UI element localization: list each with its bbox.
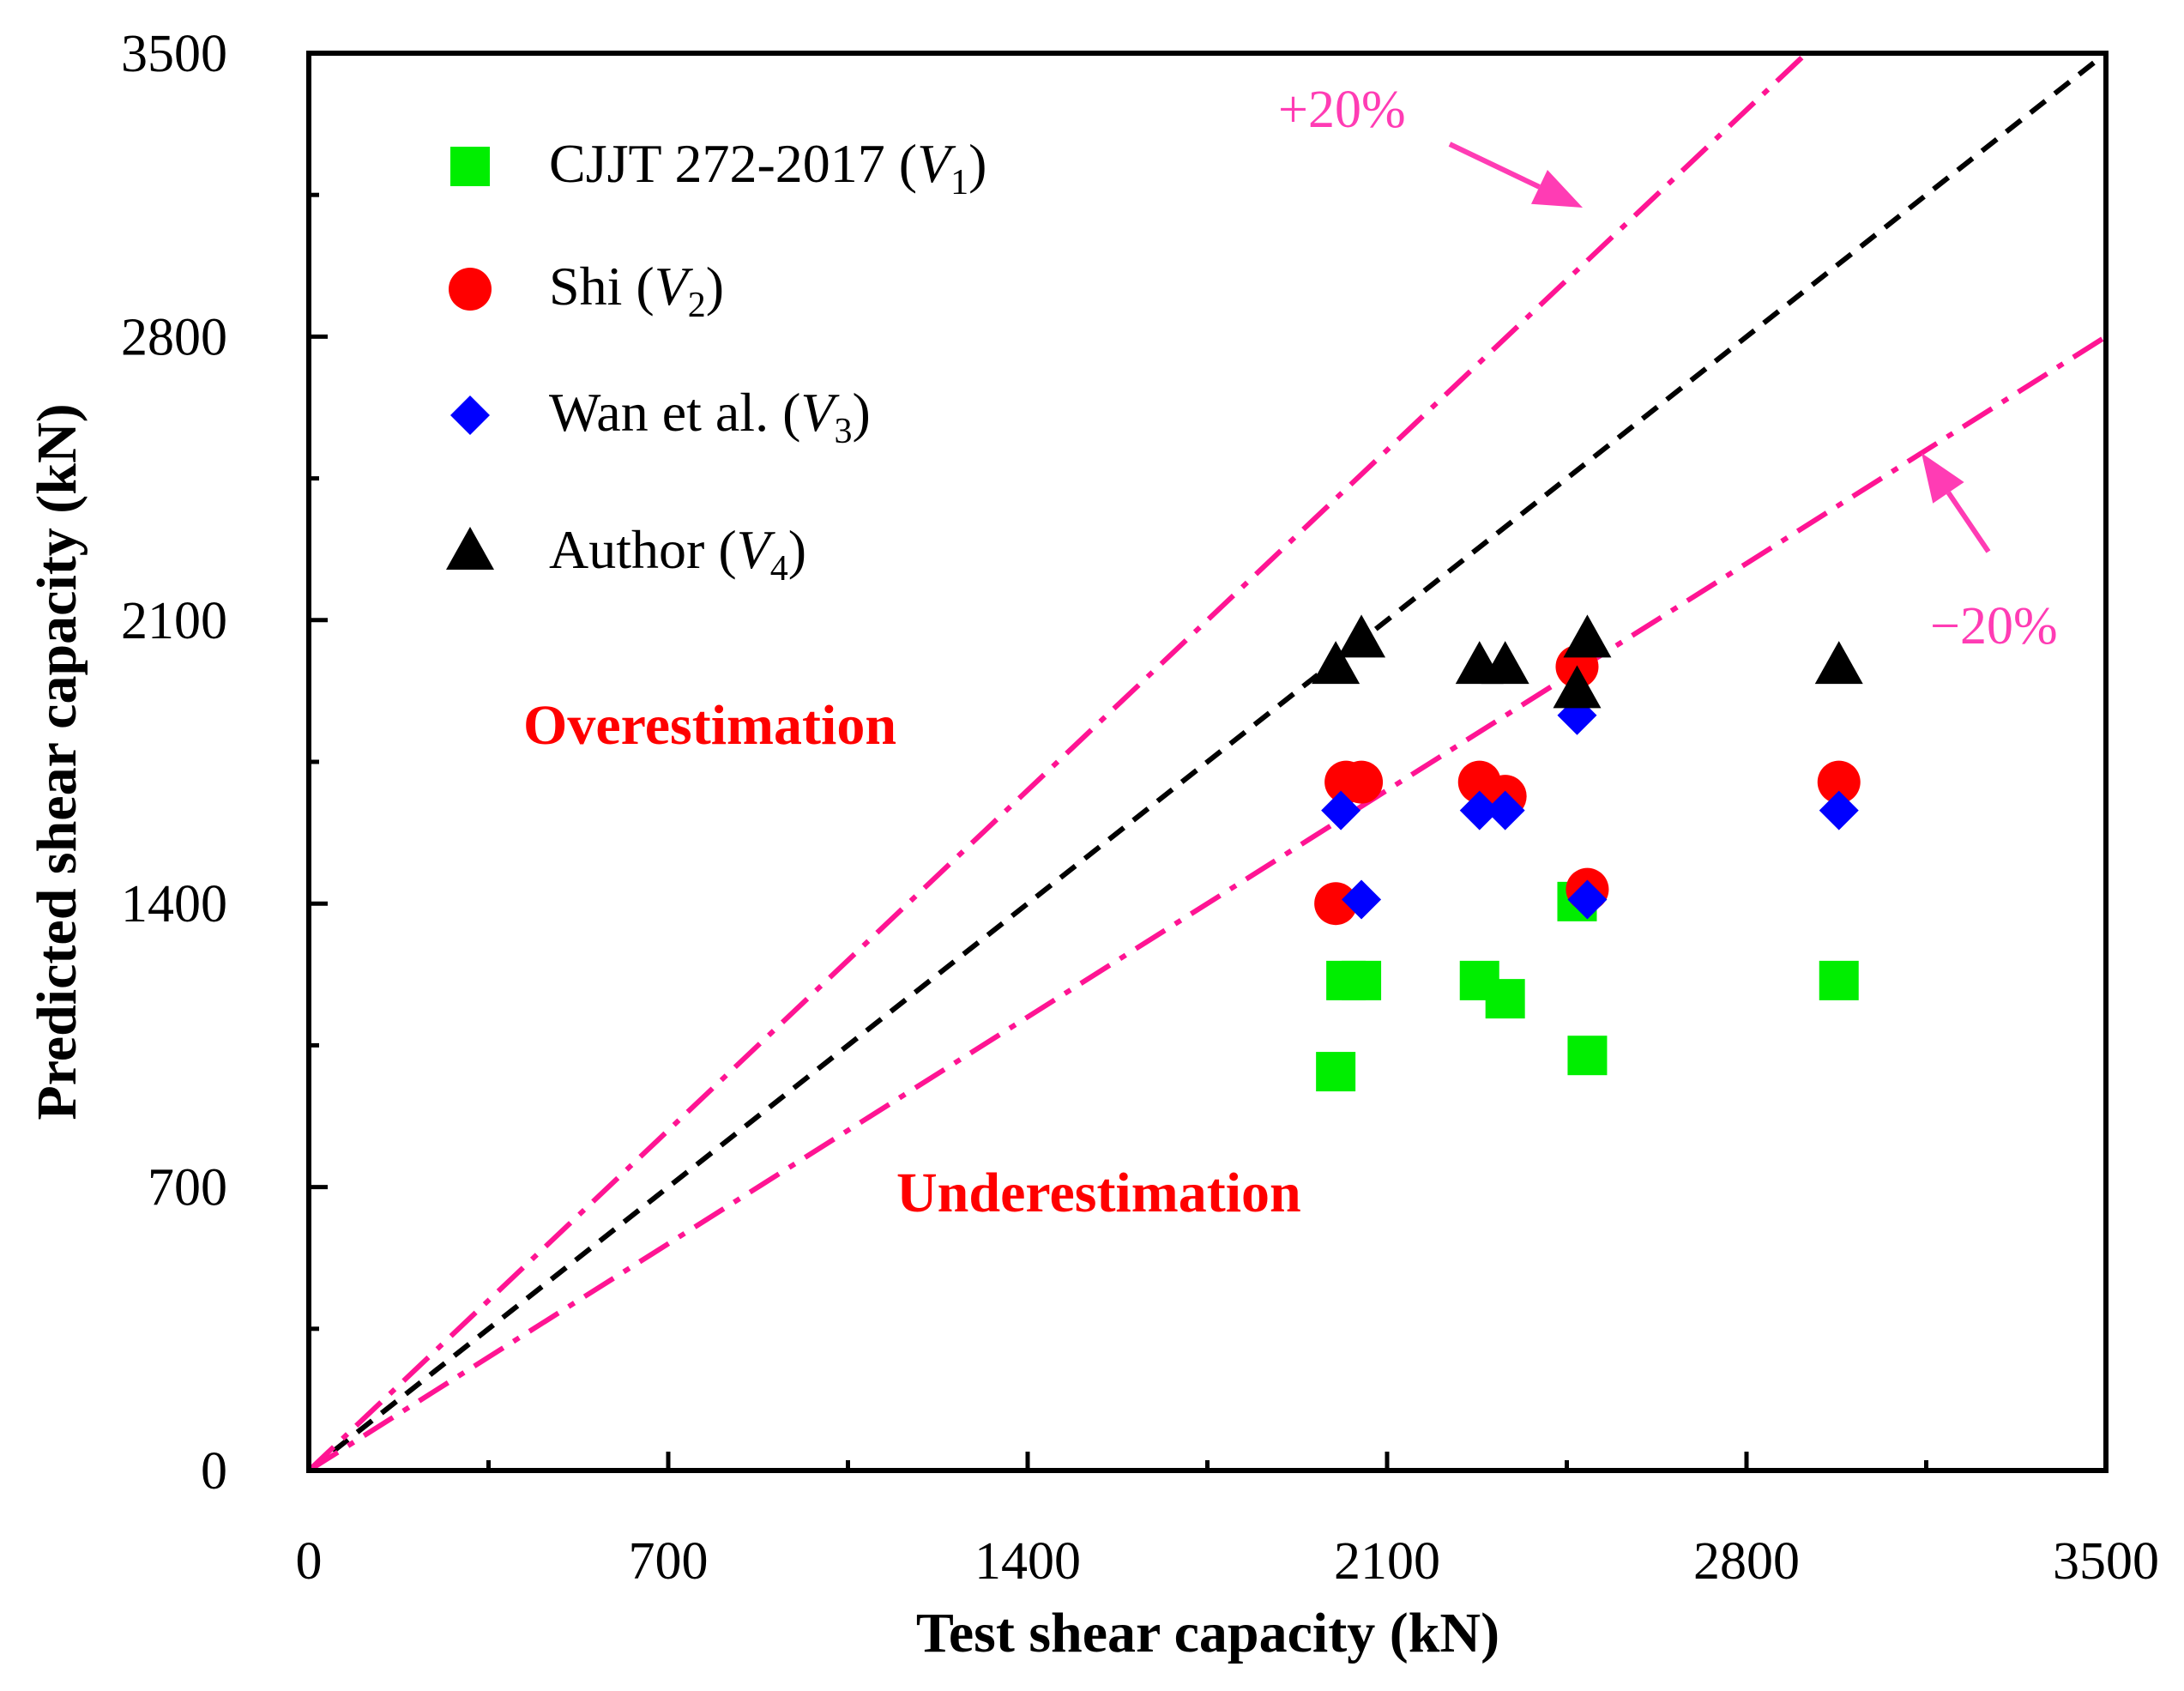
x-tick-label: 2800 — [1693, 1532, 1800, 1591]
point-diamond — [1819, 790, 1859, 830]
legend-label-circle: Shi (V2) — [549, 256, 724, 325]
x-tick-label: 2100 — [1334, 1532, 1440, 1591]
point-triangle — [1481, 641, 1529, 685]
point-square — [1342, 960, 1382, 1000]
point-triangle — [1814, 641, 1863, 685]
reference-lines — [309, 53, 2106, 1471]
point-triangle — [1337, 614, 1386, 658]
minus20-label: −20% — [1930, 597, 2058, 655]
point-square — [1819, 960, 1859, 1000]
legend-marker-circle — [449, 268, 492, 311]
legend-marker-triangle — [446, 527, 494, 570]
y-tick-label: 700 — [148, 1159, 227, 1217]
ref-line-equality — [309, 53, 2106, 1471]
point-diamond — [1321, 790, 1361, 830]
point-circle — [1314, 882, 1358, 926]
legend-marker-square — [450, 147, 490, 186]
minus20-arrow — [1922, 453, 1991, 553]
point-square — [1567, 1036, 1608, 1076]
y-tick-label: 2800 — [121, 308, 227, 366]
point-triangle — [1312, 641, 1360, 685]
minus20-arrow-head — [1922, 453, 1964, 504]
plus20-label: +20% — [1278, 81, 1406, 139]
legend-label-diamond: Wan et al. (V3) — [549, 382, 871, 451]
x-tick-label: 0 — [296, 1532, 323, 1591]
legend-label-triangle: Author (V4) — [549, 519, 806, 589]
ref-line-minus20 — [309, 334, 2106, 1471]
data-points — [1312, 614, 1863, 1092]
overestimation-label: Overestimation — [523, 694, 896, 757]
point-diamond — [1485, 790, 1525, 830]
legend-marker-diamond — [450, 396, 490, 435]
y-tick-label: 1400 — [121, 875, 227, 933]
y-tick-label: 2100 — [121, 592, 227, 650]
point-diamond — [1567, 879, 1608, 920]
plus20-arrow-head — [1530, 170, 1583, 208]
point-square — [1316, 1052, 1356, 1092]
x-tick-label: 700 — [629, 1532, 709, 1591]
y-tick-label: 3500 — [121, 25, 227, 83]
point-triangle — [1563, 614, 1612, 658]
underestimation-label: Underestimation — [896, 1162, 1301, 1224]
point-diamond — [1459, 790, 1499, 830]
x-tick-label: 3500 — [2053, 1532, 2159, 1591]
axis-tick-labels: 0 0 700 700 1400 1400 2100 2100 2800 2800 3500 3500 — [121, 25, 2159, 1591]
legend: CJJT 272-2017 (V1) Shi (V2) Wan et al. (V3… — [446, 133, 986, 589]
y-axis-title: Predicted shear capacity (kN) — [26, 403, 88, 1120]
point-circle — [1817, 760, 1861, 804]
ref-line-plus20 — [309, 53, 1811, 1471]
plus20-arrow — [1448, 142, 1583, 208]
legend-label-square: CJJT 272-2017 (V1) — [549, 133, 986, 202]
point-diamond — [1342, 879, 1382, 920]
axis-ticks — [309, 192, 1928, 1471]
plus20-arrow-shaft — [1448, 142, 1541, 190]
x-axis-title: Test shear capacity (kN) — [916, 1602, 1499, 1664]
x-tick-label: 1400 — [974, 1532, 1081, 1591]
y-tick-label: 0 — [201, 1442, 227, 1501]
minus20-arrow-shaft — [1946, 491, 1991, 553]
point-circle — [1340, 760, 1384, 804]
point-triangle — [1553, 665, 1602, 709]
point-square — [1485, 979, 1525, 1019]
